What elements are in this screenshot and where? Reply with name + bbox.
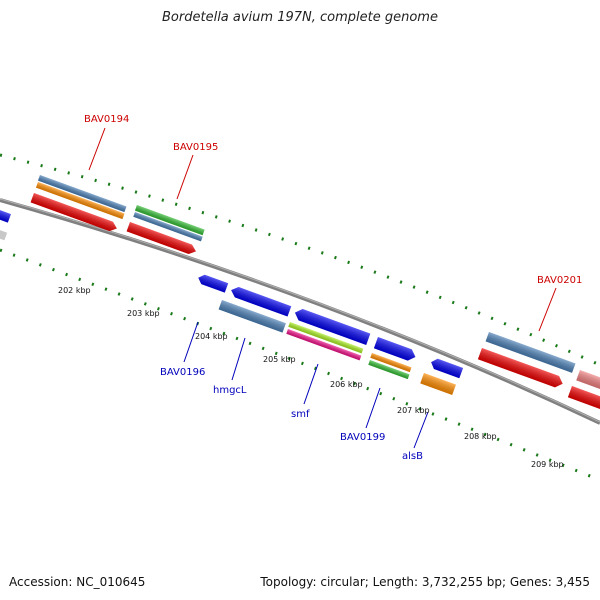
scale-label: 209 kbp	[531, 460, 564, 469]
leader-alsb	[413, 411, 429, 449]
scale-label: 207 kbp	[397, 406, 430, 415]
gene-smf-blue[interactable]	[293, 307, 371, 345]
scale-label: 203 kbp	[127, 309, 160, 318]
gene-bav0199-green[interactable]	[368, 360, 410, 380]
gene-label-bav0199[interactable]: BAV0199	[340, 432, 385, 443]
gene-label-smf[interactable]: smf	[291, 409, 310, 420]
gene-bav0195-green[interactable]	[134, 205, 205, 236]
scale-label: 206 kbp	[330, 380, 363, 389]
gene-label-alsb[interactable]: alsB	[402, 451, 423, 462]
gene-bav0194-red[interactable]	[30, 193, 119, 233]
leader-bav0201	[538, 287, 557, 332]
gene-bav0195-red[interactable]	[126, 222, 198, 256]
accession-text: Accession: NC_010645	[9, 575, 146, 589]
gene-bav0201-red[interactable]	[477, 348, 565, 389]
scale-label: 208 kbp	[464, 432, 497, 441]
gene-hmgcl-blue[interactable]	[229, 285, 292, 317]
gene-alsb-orange[interactable]	[420, 373, 456, 395]
gene-label-bav0201[interactable]: BAV0201	[537, 275, 582, 286]
gene-label-bav0196[interactable]: BAV0196	[160, 367, 205, 378]
gene-smf-pink[interactable]	[286, 329, 362, 361]
gene-label-bav0194[interactable]: BAV0194	[84, 114, 129, 125]
leader-bav0199	[365, 387, 381, 429]
scale-label: 202 kbp	[58, 286, 91, 295]
gene-right-pink[interactable]	[576, 370, 600, 391]
gene-left-gray[interactable]	[0, 228, 8, 241]
genome-summary-text: Topology: circular; Length: 3,732,255 bp…	[260, 575, 590, 589]
scale-label: 204 kbp	[195, 332, 228, 341]
gene-left-blue[interactable]	[0, 208, 11, 223]
gene-right-red[interactable]	[567, 386, 600, 410]
gene-hmgcl-steel[interactable]	[218, 300, 286, 333]
gene-smf-lime[interactable]	[288, 322, 364, 354]
gene-bav0196-blue[interactable]	[197, 273, 229, 293]
gene-label-bav0195[interactable]: BAV0195	[173, 142, 218, 153]
leader-smf	[303, 363, 319, 405]
gene-label-hmgcl[interactable]: hmgcL	[213, 385, 247, 396]
gene-bav0201-steel[interactable]	[485, 332, 576, 373]
gene-bav0194-orange[interactable]	[35, 182, 125, 220]
gene-bav0199-orange[interactable]	[370, 353, 412, 373]
gene-alsb-blue[interactable]	[429, 357, 464, 379]
gene-bav0194-steel[interactable]	[37, 175, 127, 213]
leader-bav0196	[183, 321, 199, 363]
gene-bav0195-steel[interactable]	[133, 212, 203, 242]
scale-label: 205 kbp	[263, 355, 296, 364]
leader-bav0195	[176, 154, 194, 200]
genome-backbone	[0, 198, 600, 425]
gene-bav0199-blue[interactable]	[373, 337, 418, 363]
map-title: Bordetella avium 197N, complete genome	[162, 10, 438, 25]
leader-bav0194	[88, 127, 106, 171]
leader-hmgcl	[231, 337, 246, 381]
